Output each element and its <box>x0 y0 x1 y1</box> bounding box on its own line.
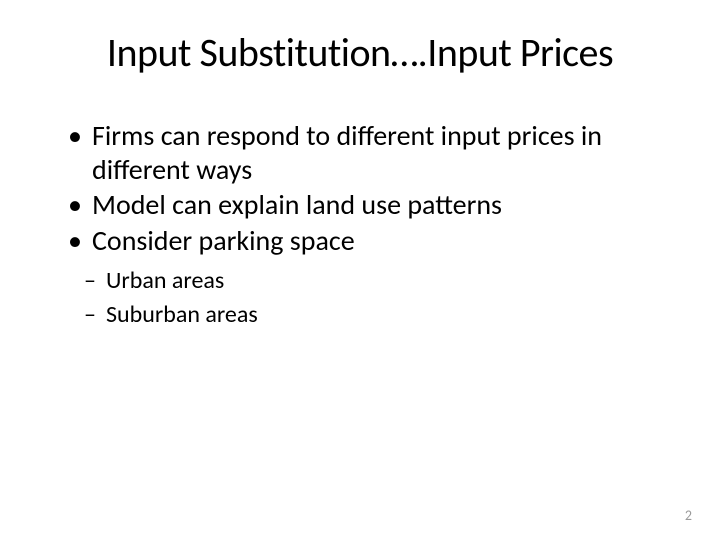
sub-bullet-list: Urban areas Suburban areas <box>50 265 670 329</box>
main-bullet-list: Firms can respond to different input pri… <box>50 119 670 257</box>
bullet-item: Model can explain land use patterns <box>68 188 670 222</box>
slide-container: Input Substitution….Input Prices Firms c… <box>0 0 720 540</box>
sub-bullet-item: Suburban areas <box>84 299 670 330</box>
bullet-item: Consider parking space <box>68 224 670 258</box>
slide-title: Input Substitution….Input Prices <box>50 28 670 77</box>
bullet-item: Firms can respond to different input pri… <box>68 119 670 186</box>
sub-bullet-item: Urban areas <box>84 265 670 296</box>
page-number: 2 <box>685 507 692 524</box>
